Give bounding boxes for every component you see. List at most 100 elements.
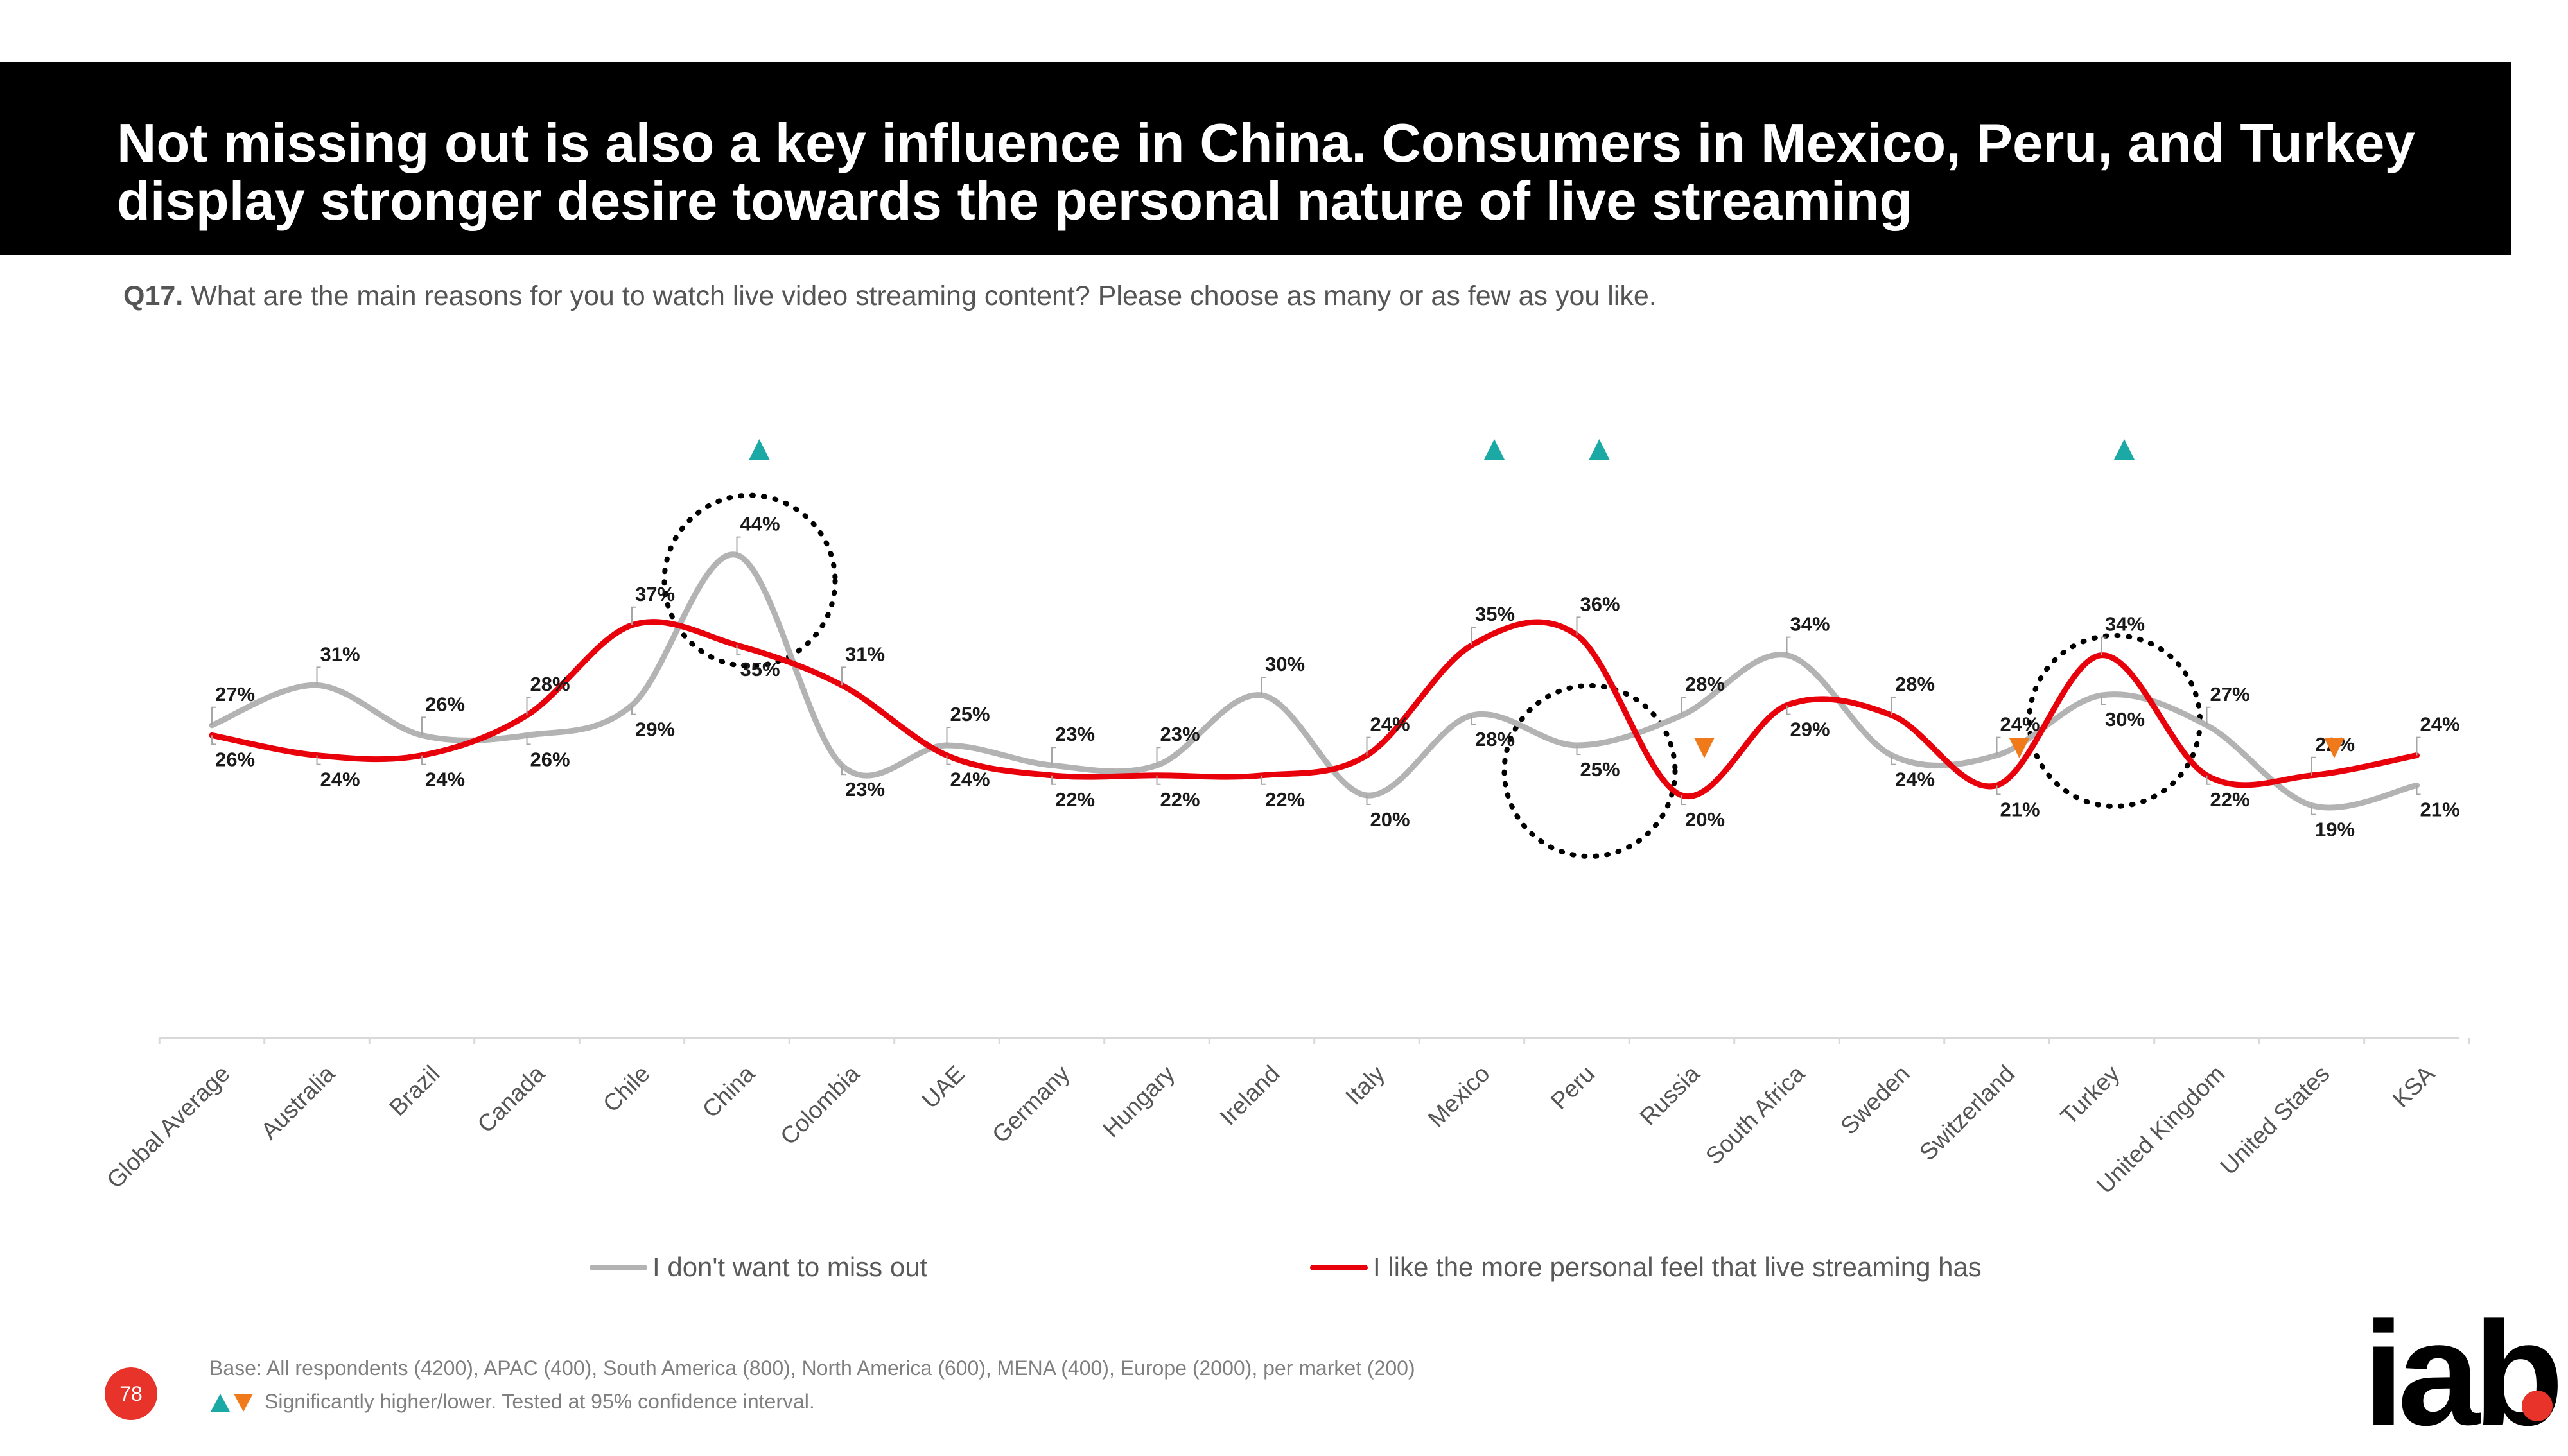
- label-leader: [316, 666, 321, 686]
- label-personal-chile: 37%: [635, 583, 675, 605]
- x-axis: [158, 1037, 2470, 1044]
- label-miss-out-hungary: 23%: [1160, 723, 1200, 745]
- label-leader: [2416, 785, 2421, 795]
- legend-label-personal: I like the more personal feel that live …: [1373, 1252, 1982, 1282]
- x-tick-brazil: Brazil: [384, 1061, 444, 1121]
- x-tick-sweden: Sweden: [1835, 1061, 1915, 1140]
- label-leader: [736, 645, 741, 655]
- label-leader: [2416, 736, 2421, 756]
- label-leader: [2311, 805, 2316, 815]
- series-lines: [209, 551, 2420, 811]
- x-tick-ksa: KSA: [2388, 1060, 2440, 1113]
- label-leader: [2206, 706, 2211, 725]
- label-leader: [1156, 747, 1161, 766]
- label-miss-out-peru: 25%: [1580, 758, 1620, 781]
- x-tick-ireland: Ireland: [1215, 1061, 1285, 1131]
- label-leader: [1051, 775, 1056, 785]
- label-leader: [316, 755, 321, 765]
- label-leader: [1681, 697, 1686, 716]
- label-leader: [841, 666, 846, 686]
- label-miss-out-ireland: 30%: [1265, 653, 1305, 675]
- highlight-circle-china: [661, 492, 838, 669]
- label-personal-sweden: 28%: [1895, 673, 1935, 695]
- label-personal-south-africa: 29%: [1790, 718, 1830, 741]
- label-leader: [946, 755, 951, 765]
- x-tick-canada: Canada: [473, 1060, 550, 1138]
- label-miss-out-china: 44%: [740, 513, 780, 535]
- label-leader: [631, 705, 636, 715]
- label-leader: [1471, 715, 1476, 725]
- label-leader: [211, 706, 216, 725]
- label-miss-out-global-average: 27%: [215, 683, 255, 706]
- label-leader: [946, 727, 951, 745]
- highlight-circles: [661, 492, 2203, 859]
- x-tick-italy: Italy: [1340, 1060, 1390, 1109]
- label-leader: [1051, 747, 1056, 766]
- page-title: Not missing out is also a key influence …: [117, 113, 2415, 232]
- x-tick-switzerland: Switzerland: [1914, 1061, 2020, 1166]
- question-body: What are the main reasons for you to wat…: [191, 281, 1657, 311]
- label-leader: [1996, 785, 2001, 795]
- label-miss-out-united-states: 19%: [2315, 819, 2355, 841]
- legend-item-personal: I like the more personal feel that live …: [1310, 1252, 1982, 1283]
- x-tick-china: China: [697, 1060, 760, 1123]
- label-leader: [1786, 705, 1791, 715]
- highlight-circle-peru: [1501, 683, 1678, 859]
- page-number: 78: [105, 1367, 157, 1420]
- label-leader: [421, 755, 426, 765]
- logo-dot: [2522, 1391, 2553, 1421]
- label-leader: [1681, 795, 1686, 805]
- series-line-miss-out: [209, 551, 2420, 811]
- x-tick-germany: Germany: [987, 1060, 1075, 1148]
- label-leader: [1576, 745, 1581, 755]
- label-personal-united-kingdom: 22%: [2210, 788, 2249, 811]
- significance-icon: [211, 1393, 253, 1412]
- x-tick-uae: UAE: [916, 1061, 970, 1114]
- label-miss-out-canada: 26%: [530, 748, 570, 770]
- label-leader: [631, 606, 636, 625]
- label-personal-mexico: 35%: [1475, 603, 1515, 625]
- label-miss-out-sweden: 24%: [1895, 768, 1935, 791]
- x-tick-russia: Russia: [1635, 1060, 1705, 1130]
- label-miss-out-russia: 28%: [1685, 673, 1725, 695]
- legend-swatch-grey: [590, 1264, 647, 1270]
- label-leaders: [211, 536, 2421, 815]
- sig-marker-mexico: [1484, 439, 1505, 460]
- label-leader: [1891, 755, 1896, 765]
- label-leader: [211, 735, 216, 745]
- significance-note: Significantly higher/lower. Tested at 95…: [209, 1390, 815, 1414]
- series-line-personal: [209, 619, 2420, 800]
- label-miss-out-australia: 31%: [320, 643, 360, 665]
- label-miss-out-brazil: 26%: [425, 693, 465, 715]
- label-miss-out-germany: 23%: [1055, 723, 1095, 745]
- label-leader: [1261, 775, 1266, 785]
- label-personal-ireland: 22%: [1265, 788, 1305, 811]
- label-personal-switzerland: 21%: [2000, 798, 2040, 820]
- x-tick-south-africa: South Africa: [1700, 1060, 1810, 1169]
- sig-marker-russia: [1694, 738, 1715, 758]
- label-miss-out-turkey: 30%: [2105, 708, 2145, 731]
- x-tick-labels: Global Average Australia Brazil Canada Chile…: [101, 1060, 2440, 1199]
- label-leader: [2206, 775, 2211, 785]
- significance-markers: [749, 439, 2345, 758]
- significance-text: Significantly higher/lower. Tested at 95…: [265, 1390, 815, 1413]
- label-miss-out-mexico: 28%: [1475, 728, 1515, 750]
- label-personal-turkey: 34%: [2105, 613, 2145, 636]
- label-miss-out-switzerland: 24%: [2000, 713, 2040, 736]
- label-leader: [1366, 736, 1371, 756]
- label-miss-out-united-kingdom: 27%: [2210, 683, 2249, 706]
- title-bar: Not missing out is also a key influence …: [0, 62, 2511, 255]
- iab-logo: iab: [2363, 1291, 2564, 1456]
- label-leader: [1261, 677, 1266, 695]
- question-text: Q17. What are the main reasons for you t…: [123, 281, 1657, 312]
- label-personal-hungary: 22%: [1160, 788, 1200, 811]
- label-leader: [1786, 636, 1791, 655]
- x-tick-chile: Chile: [598, 1061, 655, 1118]
- label-miss-out-south-africa: 34%: [1790, 613, 1830, 636]
- data-labels: 27% 31% 26% 26% 29% 44% 23% 25% 23% 23% 30% 20% 28% 2…: [215, 513, 2460, 841]
- label-miss-out-uae: 25%: [950, 703, 990, 725]
- label-leader: [526, 735, 531, 745]
- label-miss-out-colombia: 23%: [845, 778, 885, 801]
- label-personal-italy: 24%: [1370, 713, 1410, 736]
